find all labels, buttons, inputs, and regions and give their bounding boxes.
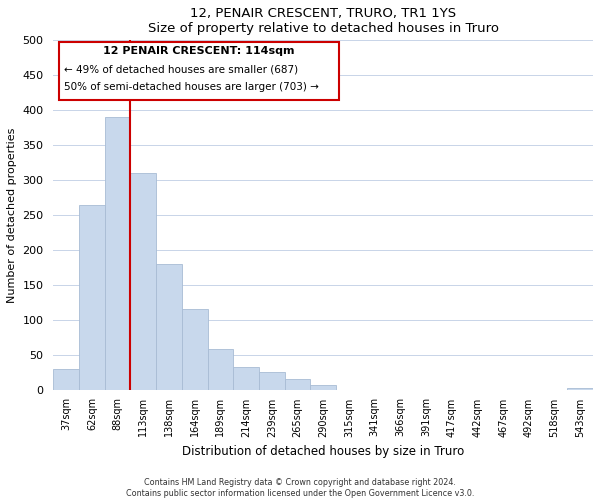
Bar: [105, 117, 130, 390]
Bar: [130, 173, 156, 390]
Bar: [79, 204, 105, 390]
Bar: [156, 264, 182, 390]
Text: 12 PENAIR CRESCENT: 114sqm: 12 PENAIR CRESCENT: 114sqm: [103, 46, 295, 56]
Bar: [310, 385, 336, 390]
Bar: [182, 310, 208, 390]
Title: 12, PENAIR CRESCENT, TRURO, TR1 1YS
Size of property relative to detached houses: 12, PENAIR CRESCENT, TRURO, TR1 1YS Size…: [148, 7, 499, 35]
X-axis label: Distribution of detached houses by size in Truro: Distribution of detached houses by size …: [182, 445, 464, 458]
Text: Contains HM Land Registry data © Crown copyright and database right 2024.
Contai: Contains HM Land Registry data © Crown c…: [126, 478, 474, 498]
Bar: [259, 372, 284, 390]
Bar: [233, 368, 259, 390]
Bar: [284, 379, 310, 390]
Bar: [53, 368, 79, 390]
Text: ← 49% of detached houses are smaller (687): ← 49% of detached houses are smaller (68…: [64, 64, 298, 74]
Bar: [208, 349, 233, 390]
Y-axis label: Number of detached properties: Number of detached properties: [7, 128, 17, 302]
Bar: [568, 388, 593, 390]
FancyBboxPatch shape: [59, 42, 340, 100]
Text: 50% of semi-detached houses are larger (703) →: 50% of semi-detached houses are larger (…: [64, 82, 319, 92]
